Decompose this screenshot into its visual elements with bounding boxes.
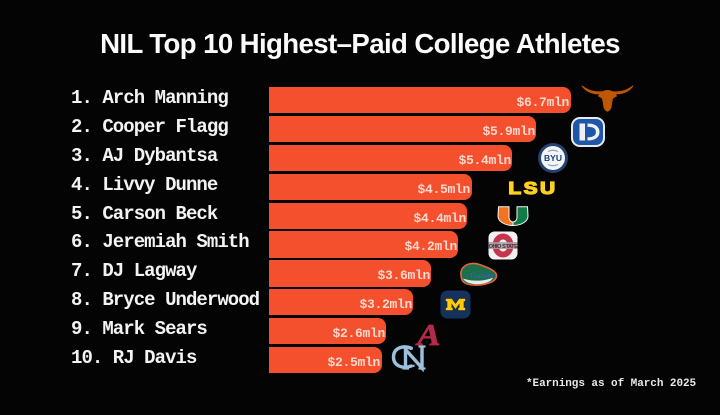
svg-text:BYU: BYU	[544, 153, 562, 163]
svg-text:OHIO STATE: OHIO STATE	[489, 244, 518, 250]
svg-text:Gators: Gators	[470, 270, 494, 280]
svg-text:LSU: LSU	[508, 179, 557, 196]
